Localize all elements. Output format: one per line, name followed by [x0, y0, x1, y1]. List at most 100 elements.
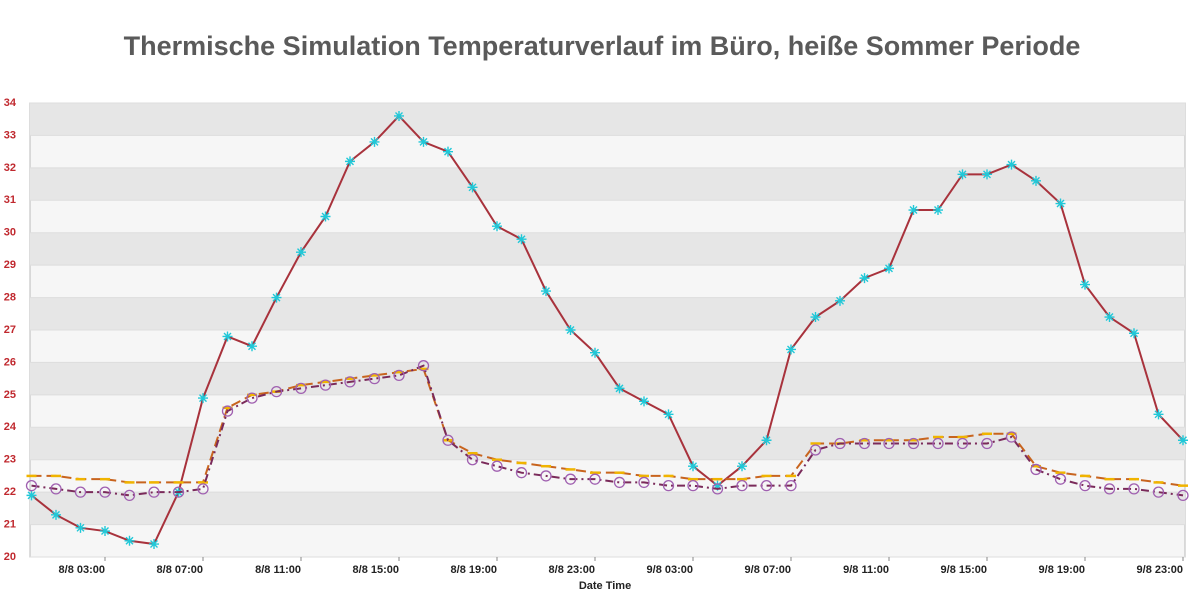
- data-point: [369, 136, 380, 147]
- data-point: [247, 341, 257, 352]
- data-point: [933, 205, 943, 216]
- data-point: [982, 169, 992, 180]
- y-tick-label: 25: [4, 389, 16, 401]
- data-point: [786, 344, 796, 355]
- data-point: [221, 405, 234, 417]
- y-tick-label: 34: [4, 97, 17, 109]
- data-point: [1005, 431, 1018, 443]
- y-tick-label: 23: [4, 454, 16, 466]
- data-point: [907, 437, 920, 450]
- data-point: [148, 486, 160, 498]
- grid-band: [30, 362, 1185, 395]
- data-point: [956, 437, 969, 450]
- data-point: [613, 476, 626, 489]
- data-point: [785, 480, 797, 492]
- data-point: [834, 437, 846, 450]
- data-point: [711, 483, 724, 495]
- x-tick-label: 9/8 15:00: [941, 564, 987, 576]
- chart-title: Thermische Simulation Temperaturverlauf …: [124, 31, 1081, 61]
- series-line: [30, 114, 1184, 546]
- data-point: [124, 535, 135, 546]
- x-tick-label: 9/8 07:00: [745, 564, 791, 576]
- data-point: [1152, 486, 1165, 498]
- y-tick-label: 29: [4, 259, 16, 271]
- data-point: [198, 393, 208, 404]
- data-point: [492, 221, 502, 232]
- data-point: [149, 539, 159, 550]
- data-point: [295, 382, 307, 395]
- data-point: [638, 476, 650, 489]
- data-point: [1006, 159, 1017, 170]
- data-point: [687, 480, 699, 492]
- y-tick-label: 24: [4, 421, 17, 433]
- data-point: [123, 489, 136, 502]
- data-point: [981, 437, 993, 450]
- grid-band: [30, 103, 1185, 136]
- data-point: [443, 146, 453, 157]
- y-tick-label: 30: [4, 227, 16, 239]
- data-point: [1103, 483, 1116, 495]
- data-point: [761, 435, 772, 446]
- data-point: [1128, 483, 1140, 495]
- data-point: [932, 437, 944, 450]
- data-point: [858, 437, 871, 450]
- data-point: [197, 483, 209, 495]
- x-tick-label: 9/8 19:00: [1039, 564, 1085, 576]
- data-point: [491, 460, 503, 472]
- series-line: [31, 364, 1184, 497]
- data-point: [884, 263, 894, 274]
- data-point: [51, 509, 61, 520]
- data-point: [271, 292, 282, 303]
- x-tick-label: 9/8 11:00: [843, 564, 889, 576]
- data-point: [859, 273, 870, 284]
- y-tick-label: 20: [4, 551, 16, 563]
- data-point: [368, 372, 381, 385]
- data-point: [712, 480, 723, 491]
- data-point: [442, 434, 454, 446]
- data-point: [296, 247, 306, 258]
- data-point: [345, 156, 355, 167]
- y-tick-label: 32: [4, 162, 16, 174]
- data-point: [319, 379, 332, 391]
- y-tick-label: 31: [4, 194, 16, 206]
- data-point: [222, 331, 233, 342]
- data-point: [639, 396, 649, 407]
- data-point: [1129, 328, 1139, 339]
- data-point: [736, 480, 748, 492]
- grid-band: [30, 297, 1185, 330]
- data-point: [662, 480, 675, 492]
- data-point: [394, 110, 404, 121]
- data-point: [466, 454, 479, 466]
- grid-band: [30, 232, 1185, 266]
- data-point: [74, 486, 87, 498]
- data-point: [393, 369, 405, 382]
- data-point: [25, 480, 38, 492]
- grid-band: [30, 492, 1185, 525]
- y-tick-label: 27: [4, 324, 16, 336]
- y-tick-label: 21: [4, 518, 16, 530]
- data-point: [417, 360, 430, 372]
- data-point: [688, 461, 698, 472]
- data-point: [1177, 489, 1189, 502]
- data-point: [1054, 473, 1067, 485]
- data-point: [26, 490, 37, 501]
- data-point: [516, 234, 527, 245]
- data-point: [172, 486, 185, 498]
- y-tick-label: 33: [4, 129, 16, 141]
- data-point: [1079, 480, 1091, 492]
- data-point: [418, 136, 429, 147]
- x-tick-label: 9/8 23:00: [1137, 564, 1183, 576]
- x-tick-label: 8/8 03:00: [59, 564, 105, 576]
- data-point: [663, 409, 674, 420]
- x-tick-label: 8/8 11:00: [255, 564, 301, 576]
- data-point: [541, 286, 551, 297]
- data-point: [1080, 279, 1090, 290]
- data-point: [1055, 198, 1066, 209]
- y-tick-label: 22: [4, 486, 16, 498]
- data-point: [344, 376, 356, 388]
- y-tick-label: 28: [4, 291, 16, 303]
- data-point: [810, 312, 821, 323]
- data-point: [1104, 312, 1115, 323]
- x-tick-label: 8/8 23:00: [549, 564, 595, 576]
